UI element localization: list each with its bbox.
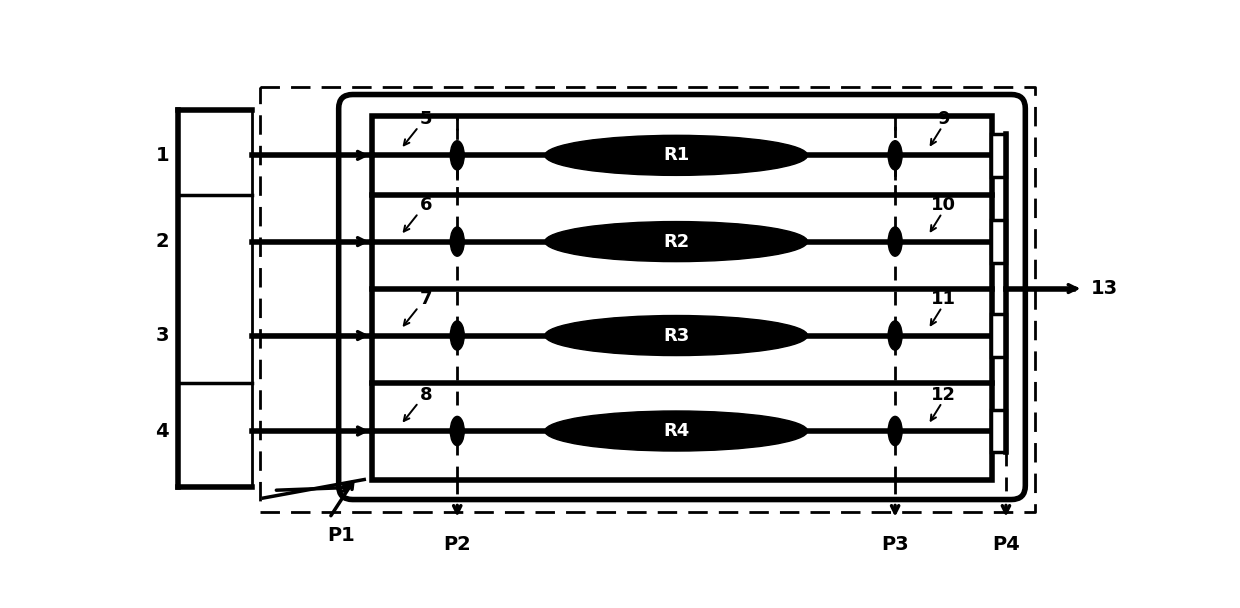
Bar [991, 410, 1006, 452]
Text: 9: 9 [937, 110, 950, 128]
Text: R2: R2 [663, 233, 689, 250]
Ellipse shape [544, 316, 807, 356]
Bar [991, 314, 1006, 357]
Text: 3: 3 [155, 326, 169, 345]
Text: P1: P1 [327, 526, 355, 545]
Text: 11: 11 [931, 291, 956, 308]
Ellipse shape [888, 416, 903, 446]
Ellipse shape [888, 321, 903, 350]
Text: 4: 4 [155, 421, 169, 441]
Text: 6: 6 [420, 196, 433, 215]
Ellipse shape [888, 140, 903, 170]
FancyBboxPatch shape [339, 94, 1025, 500]
Bar [372, 116, 992, 480]
Bar [991, 134, 1006, 176]
Text: R1: R1 [663, 147, 689, 164]
Ellipse shape [450, 140, 464, 170]
Ellipse shape [544, 136, 807, 175]
Ellipse shape [450, 227, 464, 256]
Ellipse shape [544, 221, 807, 261]
Ellipse shape [888, 227, 903, 256]
Text: 12: 12 [931, 386, 956, 404]
Text: P4: P4 [992, 535, 1019, 554]
Text: 8: 8 [420, 386, 433, 404]
Text: 10: 10 [931, 196, 956, 215]
Ellipse shape [450, 416, 464, 446]
Text: R4: R4 [663, 422, 689, 440]
Bar [991, 221, 1006, 263]
Text: 5: 5 [420, 110, 433, 128]
Text: 13: 13 [1090, 279, 1117, 298]
Text: P2: P2 [444, 535, 471, 554]
Ellipse shape [450, 321, 464, 350]
Text: 2: 2 [155, 232, 169, 251]
Text: R3: R3 [663, 326, 689, 345]
Text: 1: 1 [155, 146, 169, 165]
Ellipse shape [544, 411, 807, 451]
Text: P3: P3 [882, 535, 909, 554]
Text: 7: 7 [420, 291, 433, 308]
